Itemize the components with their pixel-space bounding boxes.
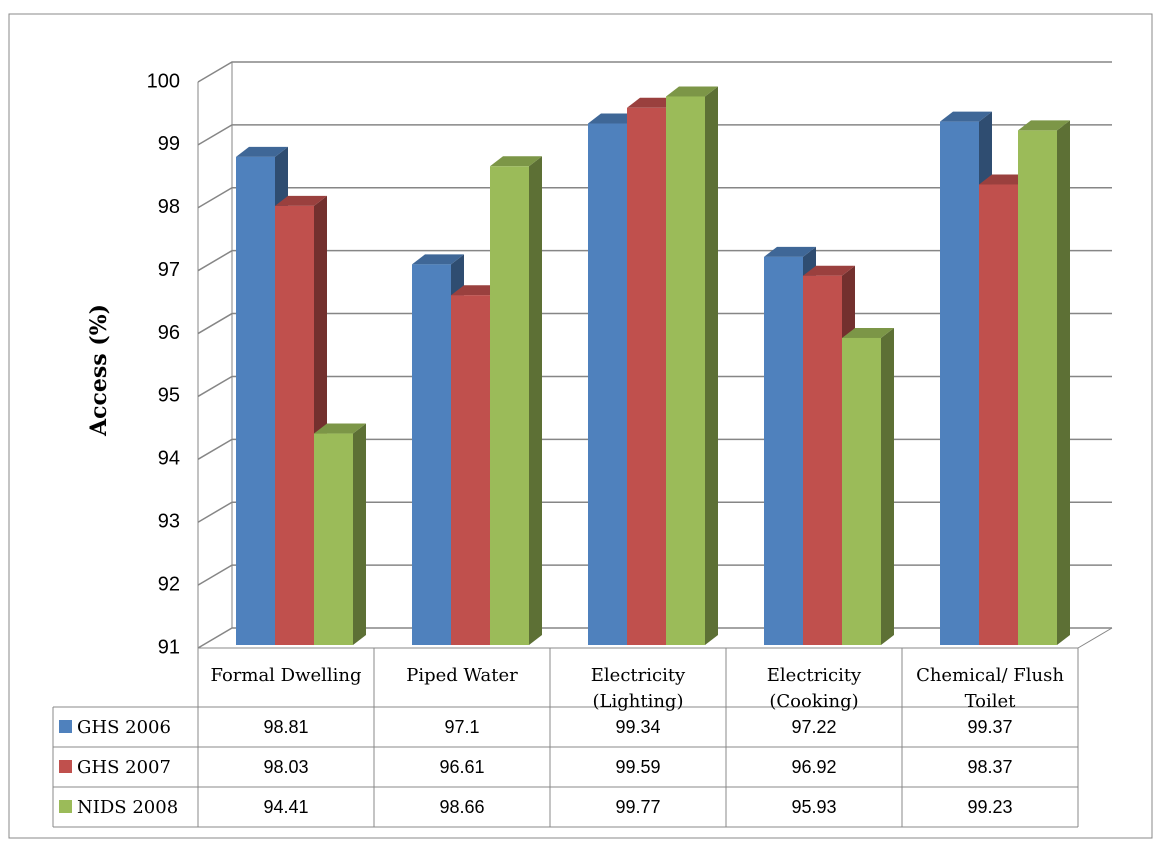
y-tick-label: 94 bbox=[158, 448, 180, 470]
legend-label: GHS 2006 bbox=[77, 717, 171, 738]
y-tick-label: 92 bbox=[158, 573, 180, 595]
table-value: 99.77 bbox=[615, 797, 660, 817]
table-value: 99.59 bbox=[615, 757, 660, 777]
bar-front bbox=[451, 295, 490, 645]
bar bbox=[314, 423, 366, 645]
bar-front bbox=[666, 96, 705, 645]
table-value: 95.93 bbox=[791, 797, 836, 817]
table-value: 96.61 bbox=[439, 757, 484, 777]
bar-top bbox=[940, 111, 992, 122]
bar-top bbox=[1018, 120, 1070, 131]
x-tick-label: Electricity (Cooking) bbox=[767, 665, 862, 712]
bar-side bbox=[353, 423, 366, 645]
bar-front bbox=[842, 337, 881, 645]
bar-front bbox=[627, 107, 666, 646]
bar-front bbox=[236, 156, 275, 646]
y-tick-label: 100 bbox=[147, 70, 180, 92]
table-value: 97.1 bbox=[444, 717, 479, 737]
bar-side bbox=[881, 327, 894, 645]
legend-label: NIDS 2008 bbox=[77, 797, 178, 818]
legend-swatch bbox=[59, 760, 72, 773]
bar bbox=[842, 327, 894, 645]
legend-swatch bbox=[59, 800, 72, 813]
table-value: 99.34 bbox=[615, 717, 660, 737]
bar-side bbox=[529, 156, 542, 645]
y-tick-label: 97 bbox=[158, 259, 180, 281]
bar-side bbox=[705, 86, 718, 645]
bar-front bbox=[1018, 130, 1057, 645]
legend-label: GHS 2007 bbox=[77, 757, 171, 778]
bar-top bbox=[764, 246, 816, 257]
x-tick-label: Electricity (Lighting) bbox=[591, 665, 686, 712]
bar-top bbox=[842, 327, 894, 338]
bar-front bbox=[490, 166, 529, 645]
bar-top bbox=[412, 254, 464, 265]
table-value: 98.37 bbox=[967, 757, 1012, 777]
bar-top bbox=[275, 195, 327, 206]
bar-side bbox=[1057, 120, 1070, 646]
bar-front bbox=[764, 256, 803, 645]
grid-line bbox=[197, 187, 1112, 209]
floor-edge bbox=[1077, 627, 1113, 649]
x-tick-label: Piped Water bbox=[406, 665, 518, 686]
y-tick-label: 96 bbox=[158, 322, 180, 344]
bar-front bbox=[412, 264, 451, 645]
bar bbox=[666, 86, 718, 645]
x-tick-label: Chemical/ Flush Toilet bbox=[916, 665, 1064, 712]
bar-top bbox=[803, 265, 855, 276]
table-value: 98.03 bbox=[263, 757, 308, 777]
table-value: 94.41 bbox=[263, 797, 308, 817]
bar-top bbox=[236, 146, 288, 157]
grid-line bbox=[197, 124, 1112, 146]
table-value: 99.37 bbox=[967, 717, 1012, 737]
y-tick-label: 91 bbox=[158, 636, 180, 658]
bar-front bbox=[314, 433, 353, 645]
bar bbox=[940, 111, 992, 646]
bar bbox=[1018, 120, 1070, 646]
bar-front bbox=[979, 184, 1018, 645]
y-tick-label: 98 bbox=[158, 196, 180, 218]
table-value: 97.22 bbox=[791, 717, 836, 737]
x-tick-label: Formal Dwelling bbox=[210, 665, 361, 686]
bar bbox=[490, 156, 542, 645]
y-tick-label: 93 bbox=[158, 511, 180, 533]
table-value: 96.92 bbox=[791, 757, 836, 777]
bar-front bbox=[275, 205, 314, 645]
legend-swatch bbox=[59, 720, 72, 733]
y-tick-label: 95 bbox=[158, 385, 180, 407]
grid-line bbox=[197, 61, 1112, 83]
bar-top bbox=[490, 156, 542, 167]
bar-top bbox=[314, 423, 366, 434]
y-tick-label: 99 bbox=[158, 133, 180, 155]
grid-line bbox=[197, 249, 1112, 272]
bar-top bbox=[666, 86, 718, 97]
table-value: 98.81 bbox=[263, 717, 308, 737]
table-value: 98.66 bbox=[439, 797, 484, 817]
bar-front bbox=[940, 121, 979, 646]
table-value: 99.23 bbox=[967, 797, 1012, 817]
y-axis-title: Access (%) bbox=[86, 304, 112, 437]
bar-front bbox=[588, 123, 627, 646]
bar-front bbox=[803, 275, 842, 645]
